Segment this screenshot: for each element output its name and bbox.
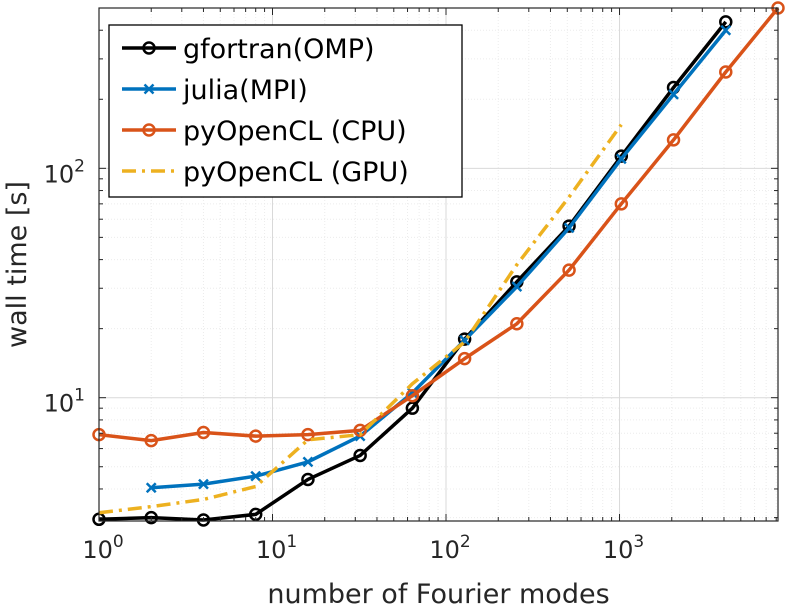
- data-point: [145, 482, 157, 494]
- legend: gfortran(OMP) julia(MPI) pyOpenCL (CPU) pyO…: [108, 24, 463, 198]
- data-point: [457, 351, 472, 366]
- x-tick-label: 102: [429, 532, 470, 564]
- ticks: 100 101 102 103 101 102: [44, 7, 778, 564]
- y-axis-label: wall time [s]: [2, 181, 33, 348]
- legend-box: [108, 24, 463, 198]
- data-point-stroke: [511, 281, 523, 292]
- legend-label: pyOpenCL (CPU): [183, 116, 407, 147]
- data-point: [196, 513, 211, 527]
- data-point: [353, 448, 367, 463]
- data-point: [719, 15, 733, 29]
- legend-label: gfortran(OMP): [183, 34, 375, 65]
- series-3: [98, 123, 623, 515]
- data-point-stroke: [145, 482, 157, 494]
- data-point: [405, 388, 420, 403]
- legend-label: julia(MPI): [182, 75, 308, 106]
- data-point: [615, 153, 627, 165]
- data-point: [301, 472, 315, 487]
- data-point: [405, 401, 420, 415]
- x-tick-label: 100: [82, 532, 123, 564]
- series-line: [151, 29, 728, 490]
- data-point-stroke: [302, 456, 314, 468]
- data-point-stroke: [250, 470, 262, 482]
- data-point: [198, 478, 209, 490]
- data-point: [562, 219, 576, 233]
- data-point-stroke: [720, 24, 732, 36]
- data-point: [614, 197, 629, 211]
- series-line: [98, 123, 623, 515]
- data-point-stroke: [615, 153, 627, 165]
- legend-marker: [142, 41, 156, 55]
- data-point: [144, 510, 158, 525]
- series-2: [92, 1, 785, 448]
- data-point: [510, 317, 524, 331]
- legend-marker: [142, 123, 156, 137]
- data-point: [248, 429, 263, 443]
- data-point: [302, 456, 314, 468]
- data-point: [563, 222, 575, 234]
- x-axis-label: number of Fourier modes: [267, 579, 609, 608]
- legend-marker-stroke: [143, 83, 155, 95]
- data-point: [562, 263, 576, 277]
- x-tick-label: 101: [256, 532, 297, 564]
- data-point: [511, 281, 523, 292]
- data-point: [720, 24, 732, 36]
- data-point-stroke: [563, 222, 575, 234]
- x-tick-label: 103: [603, 532, 644, 564]
- y-tick-label: 101: [44, 386, 85, 418]
- data-point: [144, 433, 158, 448]
- data-point-stroke: [668, 89, 679, 100]
- data-point: [666, 133, 681, 147]
- data-point: [668, 89, 679, 100]
- data-point: [196, 425, 211, 440]
- data-point: [250, 470, 262, 482]
- y-tick-label: 102: [44, 156, 85, 188]
- data-point-stroke: [198, 478, 209, 490]
- legend-label: pyOpenCL (GPU): [183, 157, 409, 188]
- data-point: [301, 427, 315, 442]
- series-line: [98, 6, 780, 443]
- data-point: [719, 65, 733, 79]
- data-point: [457, 332, 472, 346]
- legend-marker: [143, 83, 155, 95]
